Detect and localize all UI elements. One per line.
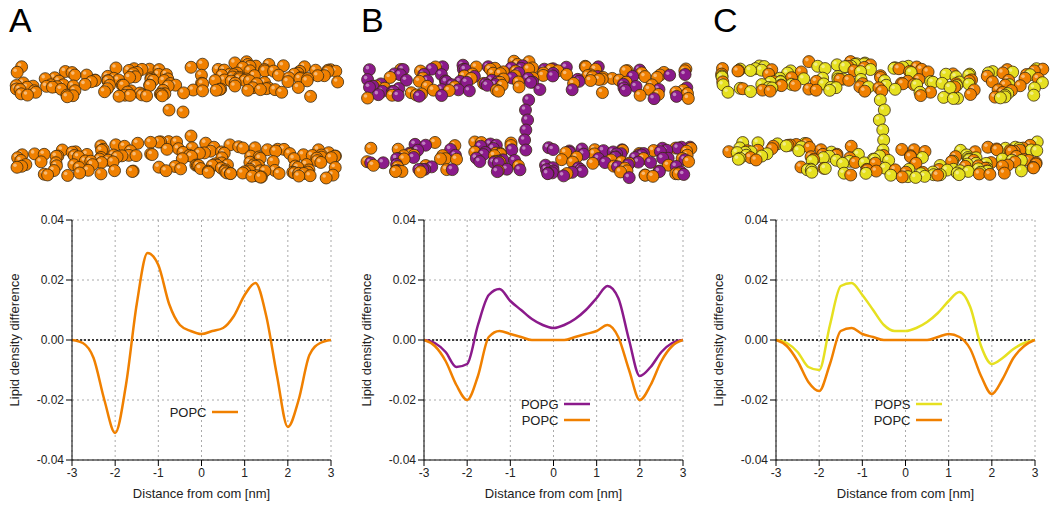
svg-text:-1: -1 [505,466,516,480]
svg-text:-3: -3 [67,466,78,480]
svg-text:2: 2 [988,466,995,480]
svg-text:-0.02: -0.02 [389,393,417,407]
svg-text:-1: -1 [857,466,868,480]
svg-text:2: 2 [636,466,643,480]
svg-text:3: 3 [1032,466,1039,480]
svg-text:0.04: 0.04 [745,213,769,227]
html-text:A: A [9,1,32,39]
svg-text:1: 1 [593,466,600,480]
svg-text:-3: -3 [419,466,430,480]
svg-text:1: 1 [241,466,248,480]
svg-text:3: 3 [328,466,335,480]
svg-text:0.02: 0.02 [745,273,769,287]
svg-text:-2: -2 [814,466,825,480]
svg-text:0.02: 0.02 [393,273,417,287]
svg-text:-0.04: -0.04 [741,453,769,467]
svg-text:0.00: 0.00 [41,333,65,347]
svg-text:2: 2 [284,466,291,480]
svg-text:0: 0 [902,466,909,480]
html-text:POPC: POPC [169,404,207,420]
svg-text:-0.04: -0.04 [389,453,417,467]
html-text:B: B [361,1,384,39]
html-text:POPS: POPS [874,396,911,412]
svg-text:Distance from com [nm]: Distance from com [nm] [485,486,622,501]
svg-text:Lipid density difference: Lipid density difference [711,274,726,407]
svg-text:Lipid density difference: Lipid density difference [359,274,374,407]
svg-text:-0.04: -0.04 [37,453,65,467]
svg-text:0: 0 [550,466,557,480]
svg-text:0.00: 0.00 [745,333,769,347]
svg-text:-0.02: -0.02 [37,393,65,407]
svg-text:0.04: 0.04 [41,213,65,227]
svg-text:0.02: 0.02 [41,273,65,287]
svg-text:Lipid density difference: Lipid density difference [7,274,22,407]
html-text:POPG: POPG [520,396,559,412]
svg-text:-3: -3 [771,466,782,480]
html-text:C: C [713,1,738,39]
html-text:POPC: POPC [873,412,911,428]
svg-text:-2: -2 [462,466,473,480]
svg-text:-0.02: -0.02 [741,393,769,407]
html-text:POPC: POPC [521,412,559,428]
svg-text:Distance from com [nm]: Distance from com [nm] [133,486,270,501]
svg-text:Distance from com [nm]: Distance from com [nm] [837,486,974,501]
svg-text:3: 3 [680,466,687,480]
svg-text:-1: -1 [153,466,164,480]
svg-text:0: 0 [198,466,205,480]
svg-text:0.04: 0.04 [393,213,417,227]
svg-text:0.00: 0.00 [393,333,417,347]
svg-text:-2: -2 [110,466,121,480]
svg-text:1: 1 [945,466,952,480]
